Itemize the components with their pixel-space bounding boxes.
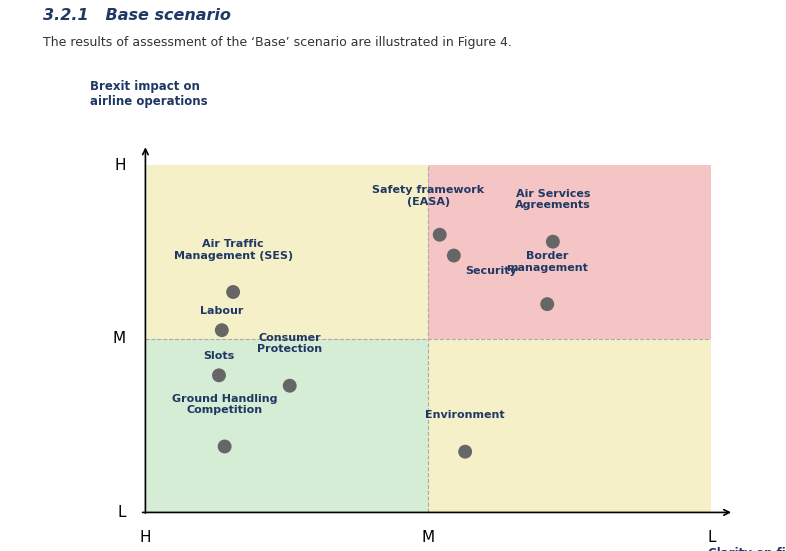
Text: Border
management: Border management	[506, 251, 588, 273]
Text: Ground Handling
Competition: Ground Handling Competition	[172, 393, 277, 415]
Text: 3.2.1   Base scenario: 3.2.1 Base scenario	[43, 8, 231, 23]
Point	[546, 237, 559, 246]
Text: Slots: Slots	[204, 352, 234, 361]
Text: Safety framework
(EASA): Safety framework (EASA)	[373, 185, 484, 207]
Bar	[145, 165, 428, 339]
Bar	[428, 339, 711, 512]
Text: M: M	[422, 530, 435, 545]
Point	[284, 381, 296, 390]
Text: Air Services
Agreements: Air Services Agreements	[515, 189, 591, 210]
Point	[433, 230, 446, 239]
Text: L: L	[117, 505, 126, 520]
Text: Clarity on final
outcome: Clarity on final outcome	[707, 547, 786, 551]
Text: Consumer
Protection: Consumer Protection	[257, 333, 322, 354]
Point	[219, 442, 231, 451]
Text: The results of assessment of the ‘Base’ scenario are illustrated in Figure 4.: The results of assessment of the ‘Base’ …	[43, 36, 512, 49]
Bar	[145, 339, 428, 512]
Text: L: L	[707, 530, 715, 545]
Point	[541, 300, 553, 309]
Point	[215, 326, 228, 334]
Text: M: M	[112, 331, 126, 347]
Bar	[428, 165, 711, 339]
Text: Brexit impact on
airline operations: Brexit impact on airline operations	[90, 80, 208, 108]
Text: Environment: Environment	[425, 410, 505, 420]
Text: Security: Security	[465, 266, 517, 276]
Point	[447, 251, 460, 260]
Text: Labour: Labour	[200, 306, 244, 316]
Text: H: H	[114, 158, 126, 173]
Text: H: H	[140, 530, 151, 545]
Point	[227, 288, 240, 296]
Point	[459, 447, 472, 456]
Text: Air Traffic
Management (SES): Air Traffic Management (SES)	[174, 239, 292, 261]
Point	[213, 371, 226, 380]
